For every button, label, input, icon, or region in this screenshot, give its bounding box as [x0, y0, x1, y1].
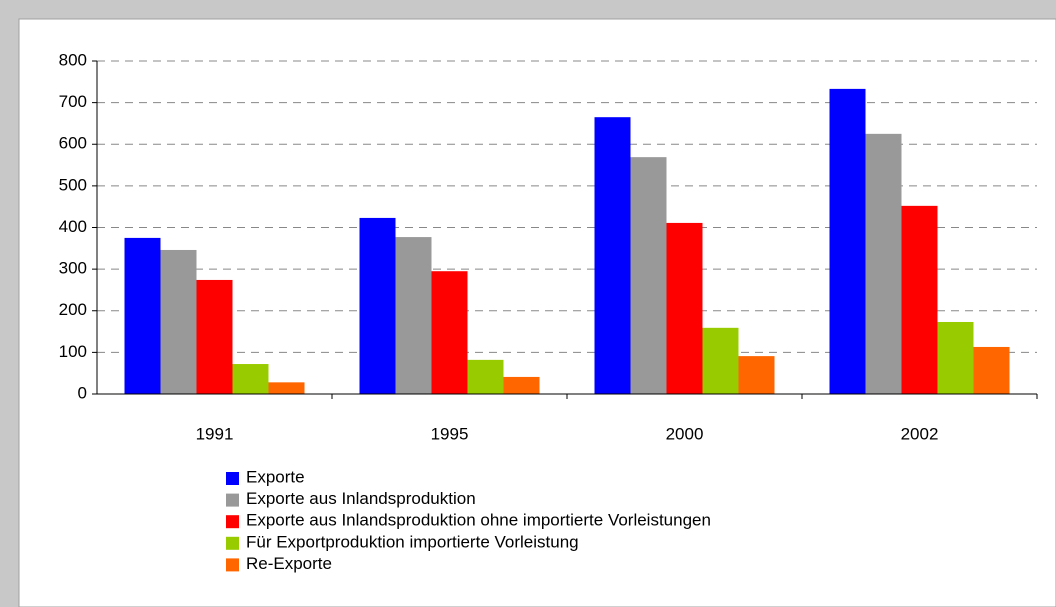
bar	[937, 321, 974, 394]
bar	[395, 237, 432, 394]
legend-swatch	[226, 472, 239, 485]
y-tick-label: 400	[59, 217, 87, 236]
bar	[232, 364, 269, 394]
legend-swatch	[226, 515, 239, 529]
x-tick-label: 1995	[431, 424, 469, 443]
x-tick-label: 1991	[196, 424, 234, 443]
bar	[630, 157, 667, 394]
y-tick-label: 700	[59, 92, 87, 111]
bar	[160, 249, 197, 394]
legend-label: Re-Exporte	[246, 554, 332, 573]
legend-swatch	[226, 493, 239, 507]
legend-label: Für Exportproduktion importierte Vorleis…	[246, 532, 579, 551]
y-tick-label: 200	[59, 300, 87, 319]
y-tick-label: 600	[59, 134, 87, 153]
legend-label: Exporte	[246, 467, 305, 486]
bar	[196, 279, 233, 394]
bar	[666, 222, 703, 394]
bar	[901, 205, 938, 394]
bar	[594, 117, 631, 394]
legend-label: Exporte aus Inlandsproduktion	[246, 489, 476, 508]
bar	[359, 217, 396, 394]
bar	[702, 327, 739, 394]
bar	[865, 133, 902, 394]
y-tick-label: 300	[59, 259, 87, 278]
bar	[973, 346, 1010, 394]
x-tick-label: 2000	[666, 424, 704, 443]
y-tick-label: 100	[59, 342, 87, 361]
bar	[431, 271, 468, 394]
legend-swatch	[226, 536, 239, 550]
legend-swatch	[226, 558, 239, 572]
x-tick-label: 2002	[901, 424, 939, 443]
bar	[829, 88, 866, 395]
bar	[467, 359, 504, 394]
bar	[268, 382, 305, 394]
legend-label: Exporte aus Inlandsproduktion ohne impor…	[246, 511, 711, 530]
bar	[738, 356, 775, 394]
bar	[503, 376, 540, 394]
y-tick-label: 0	[78, 383, 87, 402]
y-tick-label: 500	[59, 175, 87, 194]
bar	[124, 237, 161, 394]
y-tick-label: 800	[59, 50, 87, 69]
